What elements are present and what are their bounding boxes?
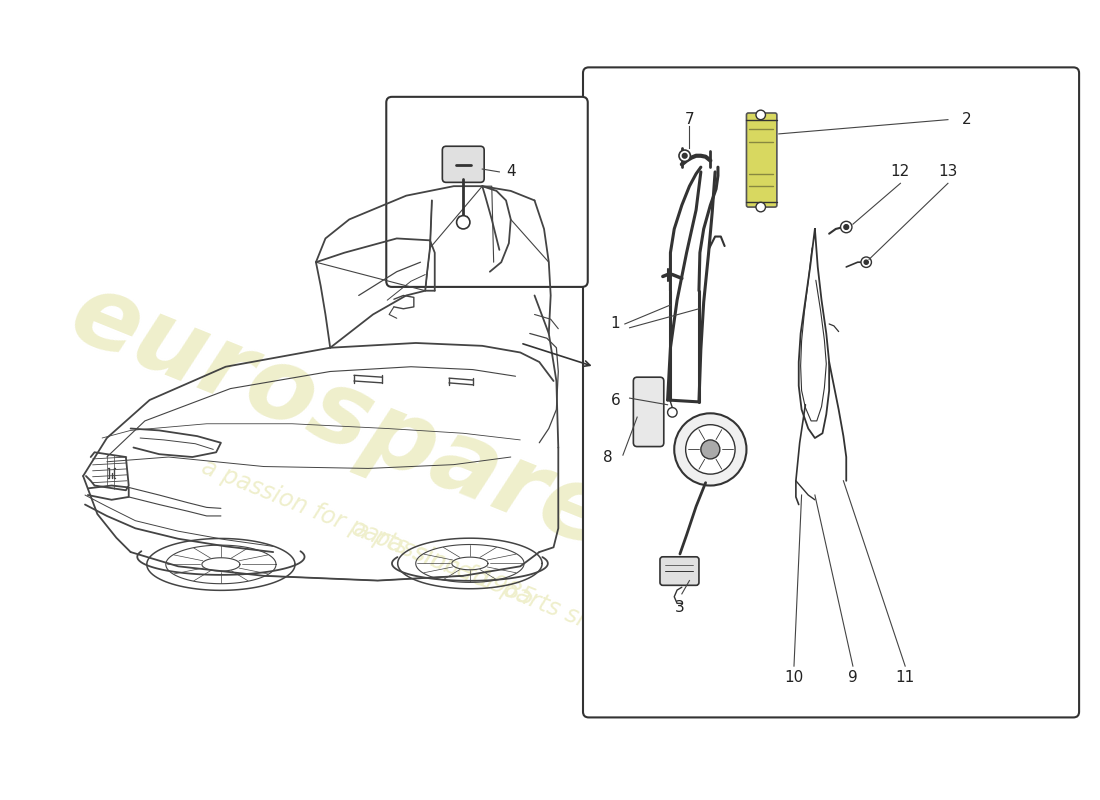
FancyBboxPatch shape (386, 97, 587, 287)
Circle shape (674, 414, 747, 486)
Circle shape (840, 222, 852, 233)
Circle shape (682, 154, 688, 158)
FancyBboxPatch shape (583, 67, 1079, 718)
FancyBboxPatch shape (442, 146, 484, 182)
Text: 10: 10 (784, 670, 804, 685)
Text: 1: 1 (610, 317, 620, 331)
Text: 4: 4 (506, 165, 516, 179)
Text: 13: 13 (938, 165, 958, 179)
FancyBboxPatch shape (634, 377, 663, 446)
Circle shape (865, 260, 868, 264)
Circle shape (861, 257, 871, 267)
Text: 6: 6 (610, 393, 620, 407)
Circle shape (668, 408, 678, 417)
Circle shape (701, 440, 719, 459)
Text: a passion for parts since 1985: a passion for parts since 1985 (350, 517, 690, 673)
Text: 9: 9 (848, 670, 858, 685)
Circle shape (756, 110, 766, 120)
Circle shape (685, 425, 735, 474)
Text: 12: 12 (891, 165, 910, 179)
Text: 3: 3 (675, 600, 685, 614)
FancyBboxPatch shape (747, 113, 777, 207)
Circle shape (756, 202, 766, 212)
Circle shape (679, 150, 691, 162)
Text: 2: 2 (962, 112, 971, 127)
Text: 7: 7 (684, 112, 694, 127)
Text: a passion for parts since 1985: a passion for parts since 1985 (198, 455, 538, 611)
Circle shape (844, 225, 848, 230)
FancyBboxPatch shape (660, 557, 698, 586)
Circle shape (456, 216, 470, 229)
Text: eurospares: eurospares (57, 265, 680, 592)
Text: 8: 8 (603, 450, 613, 465)
Text: 11: 11 (895, 670, 915, 685)
